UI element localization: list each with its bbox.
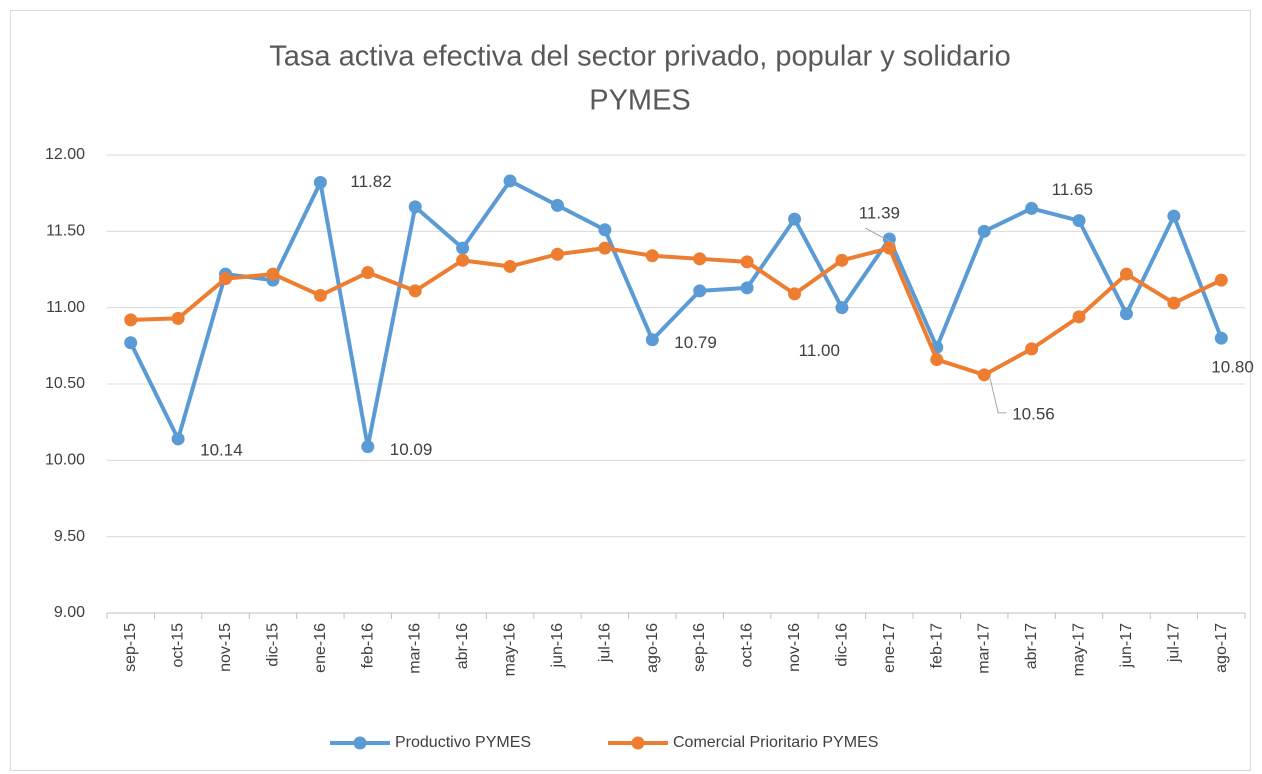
point: [1119, 307, 1133, 321]
x-tick-label: feb-16: [359, 623, 376, 668]
x-tick-label: mar-16: [407, 623, 424, 674]
x-tick-label: ene-16: [312, 623, 329, 673]
point: [1214, 273, 1228, 287]
point: [1167, 209, 1181, 223]
chart-frame: [10, 10, 1251, 771]
point: [408, 200, 422, 214]
x-tick-label: jun-17: [1118, 623, 1135, 669]
point: [1167, 296, 1181, 310]
point: [124, 313, 138, 327]
data-label: 10.79: [674, 333, 717, 352]
point: [503, 259, 517, 273]
data-label: 11.65: [1052, 180, 1093, 199]
point: [693, 284, 707, 298]
chart-title: Tasa activa efectiva del sector privado,…: [269, 41, 1011, 73]
x-tick-label: oct-16: [739, 623, 756, 668]
point: [977, 368, 991, 382]
point: [740, 255, 754, 269]
y-tick-label: 10.50: [45, 375, 85, 392]
point: [171, 311, 185, 325]
data-label: 10.56: [1012, 404, 1055, 423]
point: [1025, 201, 1039, 215]
data-label: 10.80: [1211, 358, 1254, 377]
point: [219, 272, 233, 286]
point: [171, 432, 185, 446]
point: [1025, 342, 1039, 356]
point: [503, 174, 517, 188]
point: [788, 212, 802, 226]
legend-label: Comercial Prioritario PYMES: [673, 734, 878, 751]
chart-title: PYMES: [589, 85, 691, 117]
point: [550, 247, 564, 261]
legend-swatch: [631, 736, 645, 750]
point: [550, 198, 564, 212]
leader-line: [989, 378, 1007, 414]
point: [313, 175, 327, 189]
point: [645, 333, 659, 347]
x-tick-label: may-17: [1071, 623, 1088, 676]
point: [645, 249, 659, 263]
point: [835, 253, 849, 267]
x-tick-label: ago-17: [1213, 623, 1230, 673]
x-tick-label: may-16: [502, 623, 519, 676]
data-label: 11.00: [799, 341, 840, 360]
leader-line: [865, 227, 896, 245]
point: [456, 253, 470, 267]
point: [124, 336, 138, 350]
x-tick-label: oct-15: [170, 623, 187, 668]
point: [882, 241, 896, 255]
x-tick-label: mar-17: [976, 623, 993, 674]
x-tick-label: abr-16: [454, 623, 471, 669]
y-tick-label: 10.00: [45, 452, 85, 469]
x-tick-label: feb-17: [928, 623, 945, 668]
point: [1119, 267, 1133, 281]
point: [598, 241, 612, 255]
data-label: 10.09: [390, 440, 433, 459]
point: [266, 267, 280, 281]
x-tick-label: jun-16: [549, 623, 566, 669]
legend-swatch: [353, 736, 367, 750]
point: [977, 224, 991, 238]
point: [693, 252, 707, 266]
x-tick-label: jul-16: [596, 623, 613, 663]
x-tick-label: jul-17: [1165, 623, 1182, 663]
data-label: 11.39: [859, 204, 900, 223]
point: [788, 287, 802, 301]
x-tick-label: sep-16: [691, 623, 708, 672]
x-tick-label: sep-15: [122, 623, 139, 672]
series-line: [128, 178, 1224, 449]
x-tick-label: nov-15: [217, 623, 234, 672]
point: [313, 288, 327, 302]
legend-label: Productivo PYMES: [395, 734, 531, 751]
x-tick-label: ene-17: [881, 623, 898, 673]
y-tick-label: 11.50: [46, 223, 85, 240]
point: [361, 440, 375, 454]
x-tick-label: abr-17: [1023, 623, 1040, 669]
x-tick-label: ago-16: [644, 623, 661, 673]
point: [740, 281, 754, 295]
y-tick-label: 12.00: [45, 146, 85, 163]
point: [930, 353, 944, 367]
point: [1072, 310, 1086, 324]
x-tick-label: dic-16: [833, 623, 850, 667]
point: [835, 301, 849, 315]
y-tick-label: 9.50: [54, 528, 85, 545]
x-tick-label: nov-16: [786, 623, 803, 672]
x-tick-label: dic-15: [264, 623, 281, 667]
point: [456, 241, 470, 255]
point: [1072, 214, 1086, 228]
data-label: 10.14: [200, 440, 243, 459]
point: [1214, 331, 1228, 345]
point: [361, 266, 375, 280]
y-tick-label: 11.00: [46, 299, 85, 316]
series-line: [130, 246, 1223, 377]
point: [408, 284, 422, 298]
point: [598, 223, 612, 237]
y-tick-label: 9.00: [54, 604, 85, 621]
data-label: 11.82: [350, 172, 391, 191]
